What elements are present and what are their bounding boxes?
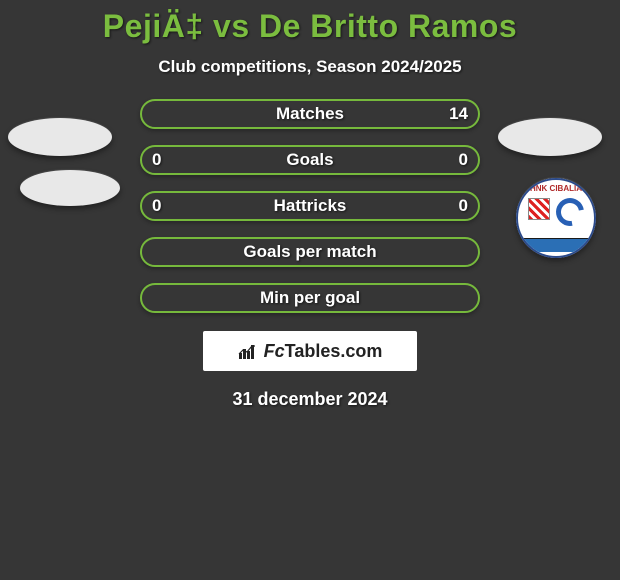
stat-label: Goals per match [243,242,376,262]
date-label: 31 december 2024 [0,389,620,410]
page-title: PejiÄ‡ vs De Britto Ramos [0,8,620,45]
crest-letter [551,193,590,232]
crest-label: HNK CIBALIA [518,184,594,193]
player-left-badge-1 [8,118,112,156]
stat-row-goals: 0 Goals 0 [140,145,480,175]
subtitle: Club competitions, Season 2024/2025 [0,57,620,77]
stat-row-matches: Matches 14 [140,99,480,129]
stat-rows: Matches 14 0 Goals 0 0 Hattricks 0 Goals… [140,99,480,313]
player-left-badge-2 [20,170,120,206]
stat-row-hattricks: 0 Hattricks 0 [140,191,480,221]
stat-value-left: 0 [152,196,161,216]
stat-value-left: 0 [152,150,161,170]
crest-arc [518,238,594,252]
stat-label: Goals [286,150,333,170]
stat-label: Matches [276,104,344,124]
stat-value-right: 14 [449,104,468,124]
stat-label: Hattricks [274,196,347,216]
player-right-club-crest: HNK CIBALIA [516,178,596,258]
stat-value-right: 0 [459,196,468,216]
stat-row-min-per-goal: Min per goal [140,283,480,313]
comparison-card: PejiÄ‡ vs De Britto Ramos Club competiti… [0,0,620,410]
crest-flag [528,198,550,220]
branding-name: Tables.com [285,341,383,361]
branding-text: FcTables.com [264,341,383,362]
stat-row-goals-per-match: Goals per match [140,237,480,267]
bar-chart-icon [238,341,258,361]
branding-badge: FcTables.com [203,331,417,371]
stat-value-right: 0 [459,150,468,170]
player-right-badge-1 [498,118,602,156]
stat-label: Min per goal [260,288,360,308]
